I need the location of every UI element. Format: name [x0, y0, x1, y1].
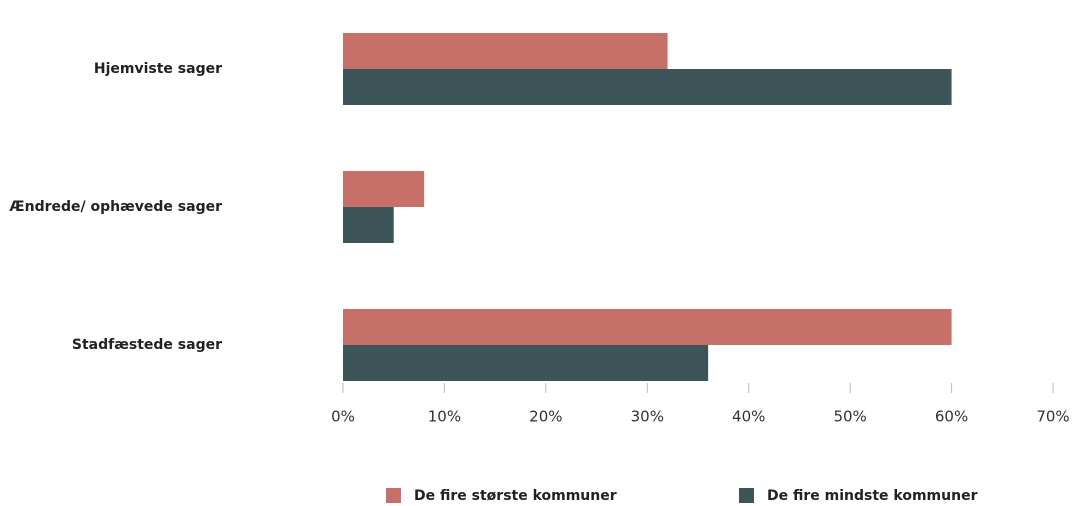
bar [343, 69, 952, 105]
legend-swatch [739, 488, 754, 503]
y-tick-label: Stadfæstede sager [72, 337, 222, 353]
bar [343, 33, 668, 69]
bar [343, 171, 425, 207]
x-tick-label: 0% [331, 408, 355, 426]
bar [343, 345, 709, 381]
y-tick-label: Hjemviste sager [94, 61, 222, 77]
x-tick-label: 10% [428, 408, 461, 426]
x-tick-label: 50% [833, 408, 866, 426]
x-tick-label: 20% [529, 408, 562, 426]
bar [343, 207, 394, 243]
legend-label: De fire største kommuner [414, 488, 617, 504]
bar [343, 309, 952, 345]
x-tick-label: 70% [1036, 408, 1069, 426]
y-tick-label: Ændrede/ ophævede sager [9, 199, 222, 215]
x-tick-label: 60% [935, 408, 968, 426]
x-tick-label: 40% [732, 408, 765, 426]
x-tick-label: 30% [631, 408, 664, 426]
legend-swatch [386, 488, 401, 503]
legend-label: De fire mindste kommuner [767, 488, 978, 504]
